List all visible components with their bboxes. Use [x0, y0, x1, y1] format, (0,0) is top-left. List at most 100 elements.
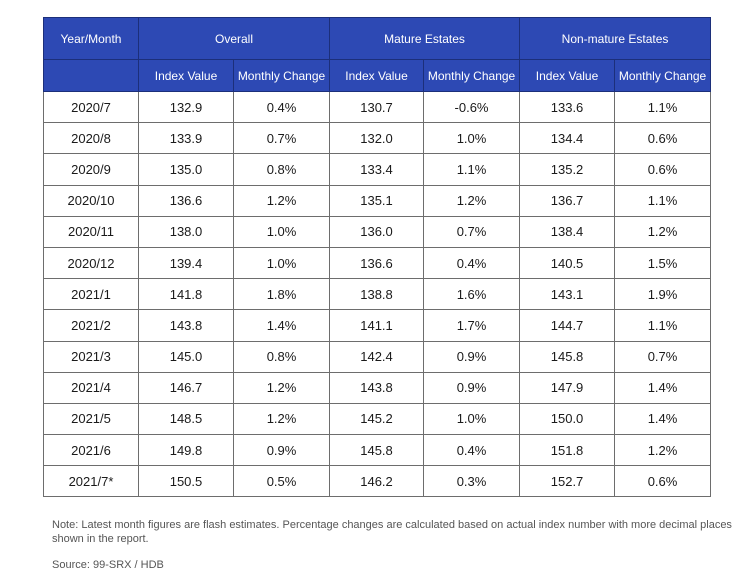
header-overall: Overall: [137, 17, 331, 60]
table-row: 2021/7* 150.5 0.5% 146.2 0.3% 152.7 0.6%: [43, 465, 712, 498]
cell-nonmature-change: 0.7%: [614, 340, 712, 373]
cell-overall-change: 1.0%: [232, 246, 331, 280]
cell-month: 2021/6: [43, 434, 139, 467]
cell-nonmature-index: 150.0: [519, 402, 616, 436]
resale-index-table: Year/Month Overall Mature Estates Non-ma…: [43, 17, 712, 498]
cell-month: 2021/3: [43, 340, 139, 373]
cell-month: 2021/5: [43, 402, 139, 436]
cell-mature-index: 142.4: [329, 340, 425, 373]
cell-overall-change: 0.9%: [232, 434, 331, 467]
cell-nonmature-index: 147.9: [519, 371, 616, 404]
cell-nonmature-index: 145.8: [519, 340, 616, 373]
cell-nonmature-change: 1.4%: [614, 371, 712, 404]
cell-overall-change: 1.2%: [232, 371, 331, 404]
cell-mature-change: 1.0%: [423, 122, 521, 155]
cell-mature-change: 0.3%: [423, 465, 521, 498]
cell-nonmature-change: 0.6%: [614, 122, 712, 155]
cell-overall-index: 136.6: [138, 184, 234, 217]
cell-nonmature-change: 1.5%: [614, 246, 712, 280]
cell-overall-index: 148.5: [138, 402, 234, 436]
cell-mature-index: 145.2: [329, 402, 425, 436]
cell-overall-index: 133.9: [138, 122, 234, 155]
table-row: 2021/1 141.8 1.8% 138.8 1.6% 143.1 1.9%: [43, 278, 712, 311]
cell-nonmature-index: 138.4: [519, 215, 616, 248]
cell-mature-change: 0.9%: [423, 340, 521, 373]
table-row: 2020/10 136.6 1.2% 135.1 1.2% 136.7 1.1%: [43, 184, 712, 217]
cell-overall-change: 0.8%: [232, 340, 331, 373]
cell-mature-index: 133.4: [329, 153, 425, 186]
cell-nonmature-index: 134.4: [519, 122, 616, 155]
cell-month: 2020/12: [43, 246, 139, 280]
cell-mature-change: 1.1%: [423, 153, 521, 186]
cell-month: 2021/1: [43, 278, 139, 311]
cell-mature-index: 132.0: [329, 122, 425, 155]
cell-overall-index: 146.7: [138, 371, 234, 404]
subheader-mature-change: Monthly Change: [423, 59, 521, 92]
cell-overall-change: 1.2%: [232, 184, 331, 217]
header-mature-estates: Mature Estates: [329, 17, 521, 60]
cell-nonmature-change: 0.6%: [614, 153, 712, 186]
table-row: 2020/12 139.4 1.0% 136.6 0.4% 140.5 1.5%: [43, 246, 712, 280]
cell-overall-index: 143.8: [138, 309, 234, 342]
cell-mature-index: 136.0: [329, 215, 425, 248]
cell-nonmature-index: 133.6: [519, 90, 616, 124]
table-row: 2021/6 149.8 0.9% 145.8 0.4% 151.8 1.2%: [43, 434, 712, 467]
table-row: 2020/9 135.0 0.8% 133.4 1.1% 135.2 0.6%: [43, 153, 712, 186]
cell-month: 2020/7: [43, 90, 139, 124]
subheader-overall-index: Index Value: [138, 59, 234, 92]
table-row: 2021/3 145.0 0.8% 142.4 0.9% 145.8 0.7%: [43, 340, 712, 373]
cell-nonmature-index: 151.8: [519, 434, 616, 467]
cell-nonmature-change: 1.4%: [614, 402, 712, 436]
cell-overall-change: 1.2%: [232, 402, 331, 436]
table-row: 2020/11 138.0 1.0% 136.0 0.7% 138.4 1.2%: [43, 215, 712, 248]
cell-mature-change: 0.9%: [423, 371, 521, 404]
cell-nonmature-index: 140.5: [519, 246, 616, 280]
cell-mature-index: 145.8: [329, 434, 425, 467]
table-row: 2021/2 143.8 1.4% 141.1 1.7% 144.7 1.1%: [43, 309, 712, 342]
table-row: 2021/5 148.5 1.2% 145.2 1.0% 150.0 1.4%: [43, 402, 712, 436]
cell-nonmature-change: 0.6%: [614, 465, 712, 498]
table-body: 2020/7 132.9 0.4% 130.7 -0.6% 133.6 1.1% 2020/8…: [43, 90, 712, 498]
table-row: 2020/7 132.9 0.4% 130.7 -0.6% 133.6 1.1%: [43, 90, 712, 124]
cell-overall-index: 141.8: [138, 278, 234, 311]
header-non-mature-estates: Non-mature Estates: [519, 17, 712, 60]
cell-mature-change: 0.4%: [423, 246, 521, 280]
cell-nonmature-change: 1.2%: [614, 215, 712, 248]
cell-overall-change: 0.4%: [232, 90, 331, 124]
cell-month: 2020/11: [43, 215, 139, 248]
subheader-nonmature-change: Monthly Change: [614, 59, 712, 92]
cell-month: 2021/7*: [43, 465, 139, 498]
cell-nonmature-index: 135.2: [519, 153, 616, 186]
table-row: 2020/8 133.9 0.7% 132.0 1.0% 134.4 0.6%: [43, 122, 712, 155]
cell-overall-index: 138.0: [138, 215, 234, 248]
cell-mature-index: 143.8: [329, 371, 425, 404]
index-table-container: Year/Month Overall Mature Estates Non-ma…: [43, 17, 712, 498]
cell-overall-change: 1.0%: [232, 215, 331, 248]
cell-mature-index: 141.1: [329, 309, 425, 342]
cell-month: 2020/9: [43, 153, 139, 186]
cell-nonmature-index: 152.7: [519, 465, 616, 498]
cell-overall-change: 0.5%: [232, 465, 331, 498]
subheader-empty: [43, 59, 139, 92]
cell-nonmature-change: 1.1%: [614, 184, 712, 217]
cell-mature-change: -0.6%: [423, 90, 521, 124]
cell-month: 2021/2: [43, 309, 139, 342]
cell-overall-change: 1.4%: [232, 309, 331, 342]
cell-overall-index: 150.5: [138, 465, 234, 498]
table-row: 2021/4 146.7 1.2% 143.8 0.9% 147.9 1.4%: [43, 371, 712, 404]
cell-overall-index: 135.0: [138, 153, 234, 186]
cell-mature-change: 0.7%: [423, 215, 521, 248]
cell-overall-change: 0.7%: [232, 122, 331, 155]
subheader-nonmature-index: Index Value: [519, 59, 616, 92]
cell-mature-change: 0.4%: [423, 434, 521, 467]
cell-mature-change: 1.6%: [423, 278, 521, 311]
subheader-overall-change: Monthly Change: [232, 59, 331, 92]
cell-month: 2020/8: [43, 122, 139, 155]
cell-mature-change: 1.0%: [423, 402, 521, 436]
cell-mature-index: 135.1: [329, 184, 425, 217]
cell-mature-index: 138.8: [329, 278, 425, 311]
cell-nonmature-index: 136.7: [519, 184, 616, 217]
cell-nonmature-index: 144.7: [519, 309, 616, 342]
cell-overall-change: 1.8%: [232, 278, 331, 311]
cell-overall-index: 139.4: [138, 246, 234, 280]
